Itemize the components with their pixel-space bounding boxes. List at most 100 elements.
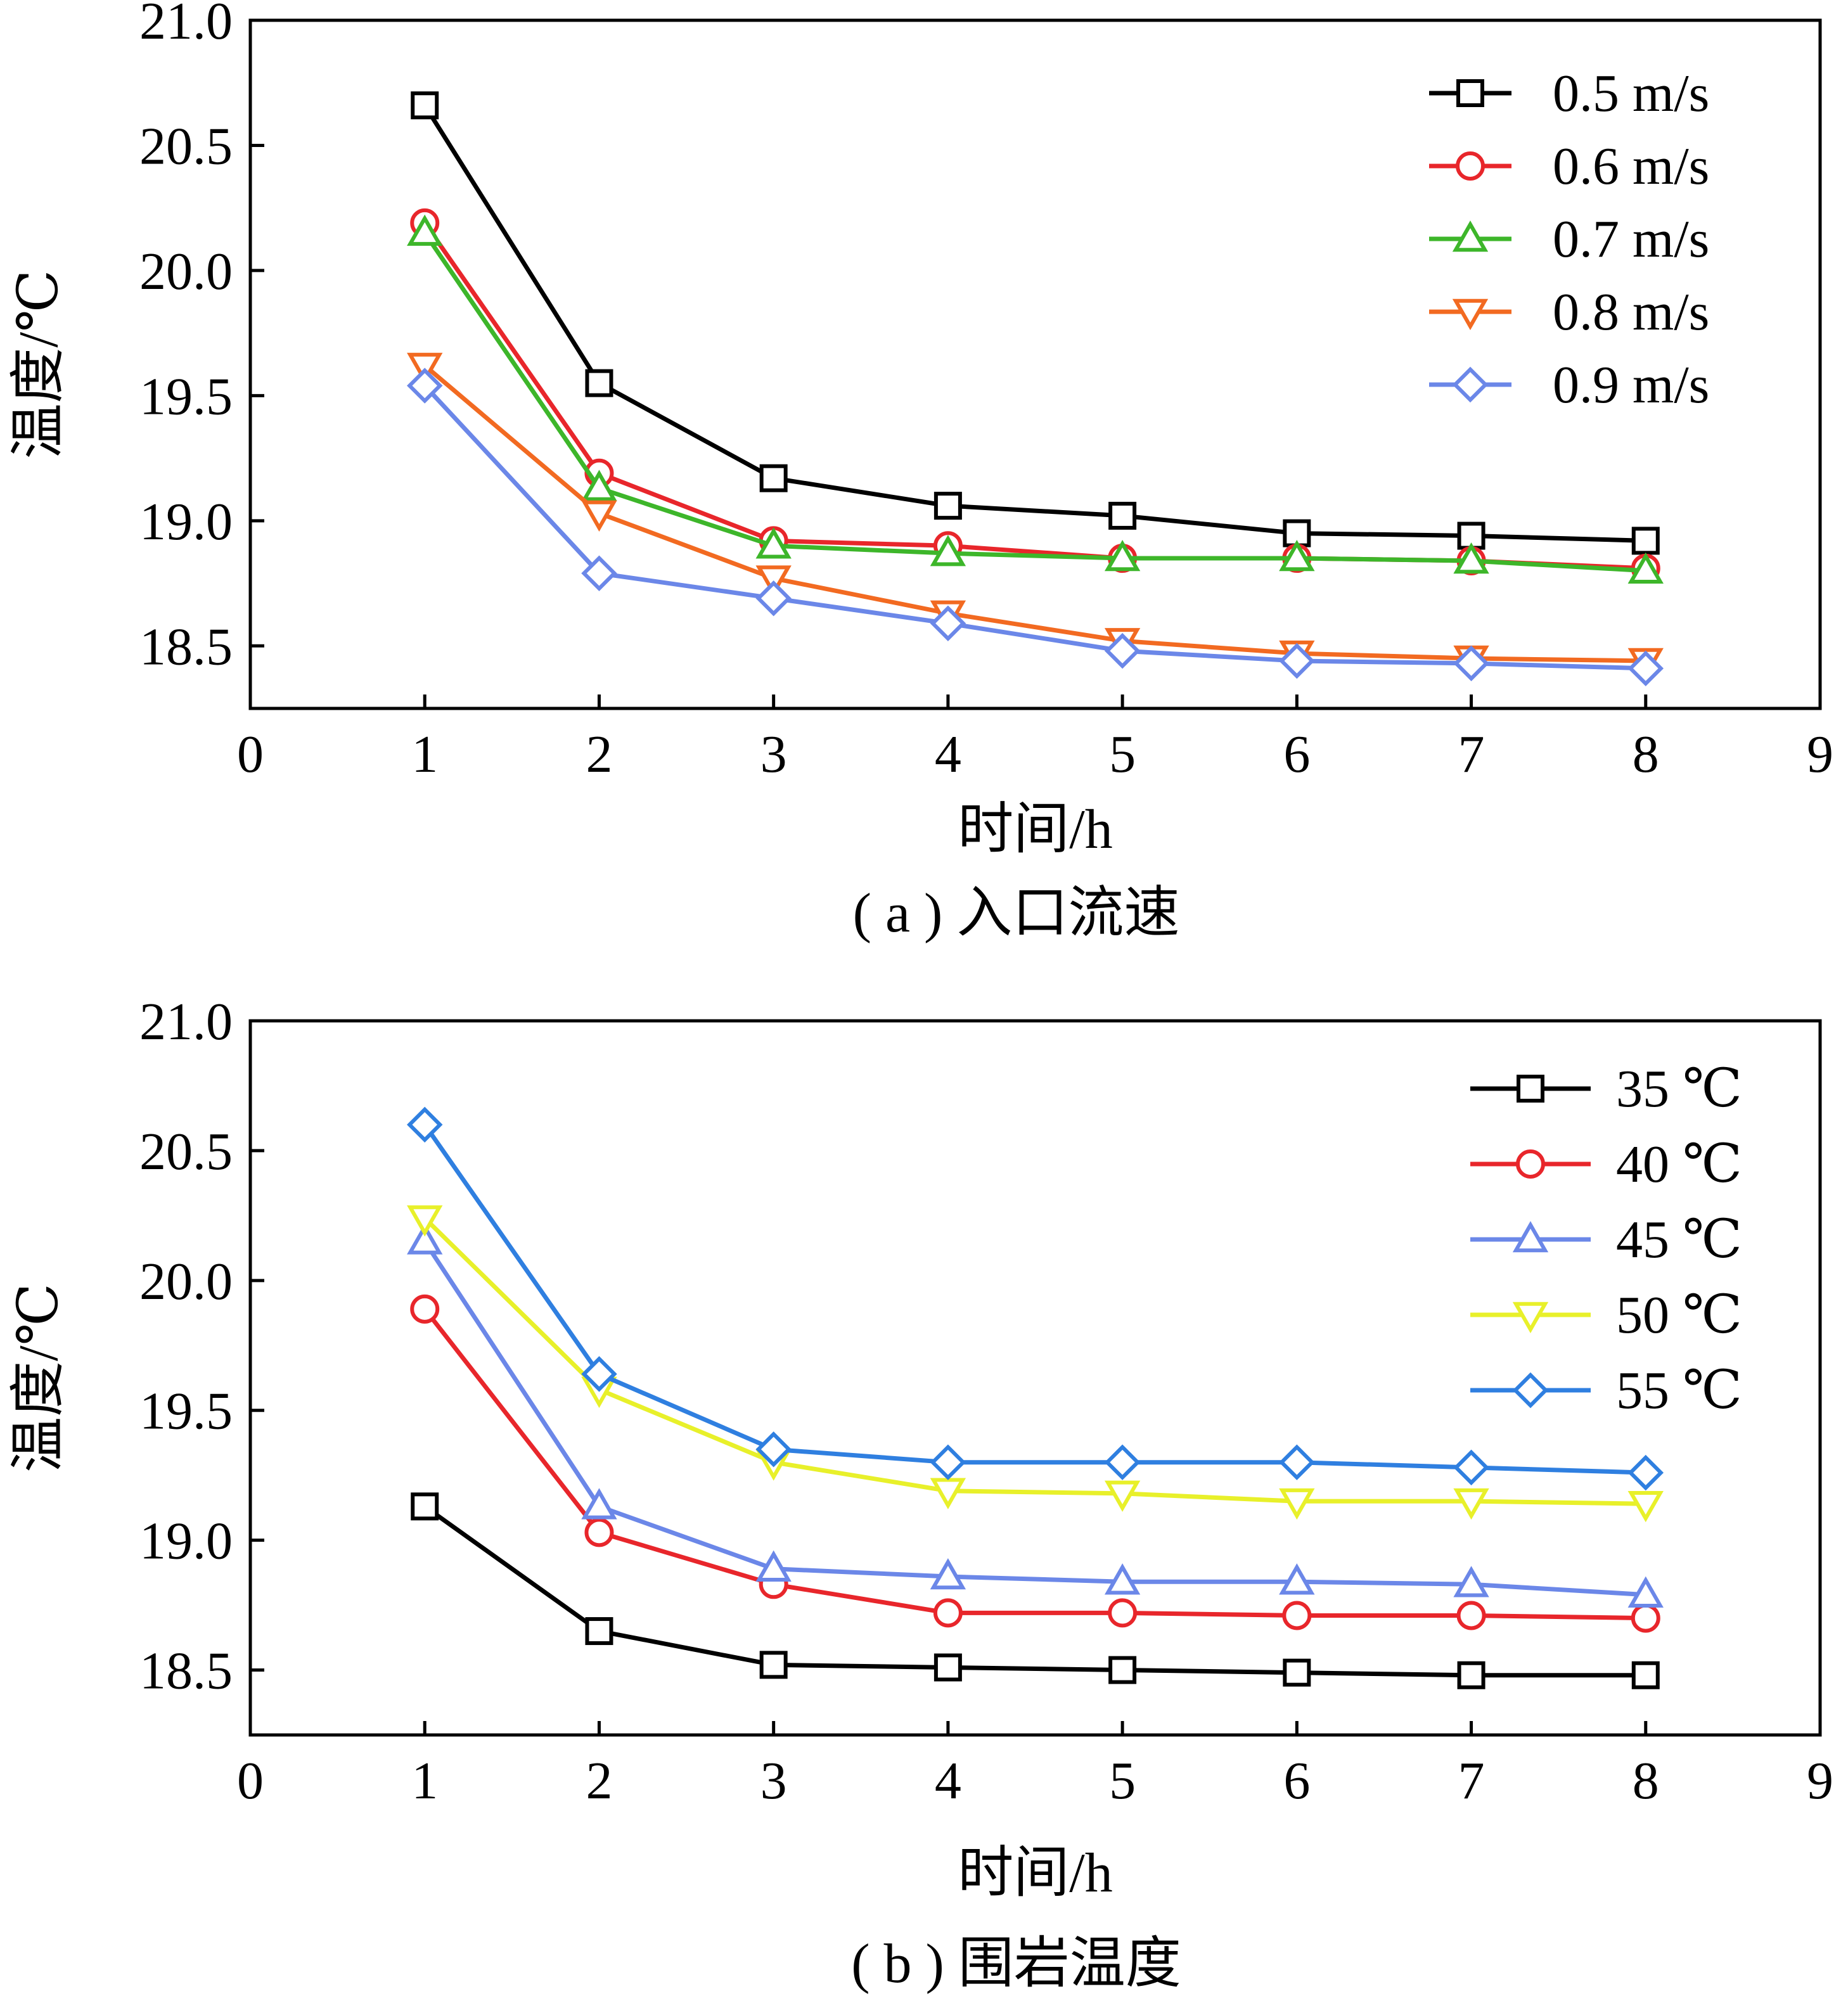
data-point xyxy=(1279,643,1315,679)
y-tick-label: 19.0 xyxy=(139,1512,233,1571)
y-tick-label: 18.5 xyxy=(139,1642,233,1701)
series-line xyxy=(423,104,1646,543)
y-tick-label: 18.5 xyxy=(139,617,233,676)
data-point xyxy=(1104,1480,1141,1512)
data-point xyxy=(1108,1656,1137,1684)
data-point xyxy=(759,1651,788,1679)
legend: 0.5 m/s 0.6 m/s 0.7 m/s 0.8 m/s 0.9 m/s xyxy=(1429,64,1709,414)
data-point xyxy=(1456,1601,1486,1630)
data-point xyxy=(581,470,617,501)
legend-label: 35 ℃ xyxy=(1616,1059,1742,1118)
data-point xyxy=(581,555,617,591)
legend-marker xyxy=(1452,366,1489,403)
legend-item: 0.6 m/s xyxy=(1429,137,1709,196)
data-point xyxy=(1279,1488,1315,1520)
series-line xyxy=(423,1216,1646,1506)
data-point xyxy=(1104,540,1141,572)
y-axis-title: 温度/℃ xyxy=(8,270,70,459)
y-tick-label: 20.0 xyxy=(139,1252,233,1311)
data-point xyxy=(1453,1566,1489,1597)
series-3 xyxy=(407,1223,1664,1608)
data-point xyxy=(1631,527,1660,555)
legend-label: 0.6 m/s xyxy=(1553,137,1709,196)
legend-label: 0.7 m/s xyxy=(1553,210,1709,269)
data-point xyxy=(1453,1449,1489,1486)
y-tick-label: 19.0 xyxy=(139,492,233,551)
x-tick-label: 5 xyxy=(1109,1751,1136,1810)
legend-marker xyxy=(1452,220,1489,252)
legend-item: 0.9 m/s xyxy=(1429,355,1709,414)
y-tick-label: 20.5 xyxy=(139,117,233,176)
data-point xyxy=(407,1205,443,1237)
data-point xyxy=(1104,1563,1141,1595)
x-axis-title: 时间/h xyxy=(958,1843,1112,1904)
x-tick-label: 6 xyxy=(1283,1751,1310,1810)
data-point xyxy=(759,464,788,492)
series-line xyxy=(423,1240,1646,1597)
legend-label: 0.5 m/s xyxy=(1553,64,1709,123)
y-tick-label: 20.0 xyxy=(139,242,233,301)
data-point xyxy=(407,214,443,246)
data-point xyxy=(1104,1444,1141,1480)
x-tick-label: 0 xyxy=(237,1751,264,1810)
legend-item: 0.8 m/s xyxy=(1429,283,1709,342)
x-tick-label: 5 xyxy=(1109,725,1136,784)
data-point xyxy=(1627,650,1664,687)
x-tick-label: 2 xyxy=(586,725,612,784)
chart-surrounding-rock-temperature: 0 1 2 3 4 5 6 7 8 9 18.5 19.0 19.5 20.0 20.5 21.0 时间/h 温度… xyxy=(8,992,1833,1995)
x-tick-label: 3 xyxy=(760,725,787,784)
data-point xyxy=(410,1294,440,1324)
data-point xyxy=(581,1488,617,1520)
data-point xyxy=(755,527,792,559)
x-tick-label: 8 xyxy=(1633,725,1659,784)
x-tick-label: 1 xyxy=(411,725,438,784)
data-point xyxy=(581,500,617,532)
data-point xyxy=(585,1617,613,1646)
legend-marker xyxy=(1517,1075,1544,1103)
x-tick-label: 0 xyxy=(237,725,264,784)
y-tick-label: 21.0 xyxy=(139,0,233,51)
legend-item: 0.7 m/s xyxy=(1429,210,1709,269)
legend-label: 0.9 m/s xyxy=(1553,355,1709,414)
legend-item: 0.5 m/s xyxy=(1429,64,1709,123)
data-point xyxy=(1104,632,1141,669)
x-tick-label: 6 xyxy=(1283,725,1310,784)
x-tick-label: 7 xyxy=(1458,725,1485,784)
data-point xyxy=(1457,522,1485,550)
x-tick-label: 4 xyxy=(935,1751,961,1810)
x-tick-label: 1 xyxy=(411,1751,438,1810)
data-point xyxy=(755,580,792,617)
legend-marker xyxy=(1452,298,1489,331)
data-point xyxy=(581,1356,617,1392)
chart-inlet-velocity: 0 1 2 3 4 5 6 7 8 9 18.5 19.0 19.5 20.0 20.5 21.0 时间/h 温度… xyxy=(8,0,1833,944)
data-point xyxy=(1453,542,1489,574)
data-point xyxy=(411,1492,439,1521)
data-point xyxy=(930,605,966,641)
data-point xyxy=(1627,1454,1664,1491)
data-point xyxy=(1282,1601,1312,1630)
legend-marker xyxy=(1456,151,1485,181)
x-tick-label: 8 xyxy=(1633,1751,1659,1810)
data-point xyxy=(1627,1576,1664,1608)
x-tick-label: 9 xyxy=(1807,725,1833,784)
y-axis-title: 温度/℃ xyxy=(8,1283,70,1473)
data-point xyxy=(1453,645,1489,682)
data-point xyxy=(585,369,613,397)
data-point xyxy=(1108,501,1137,530)
legend: 35 ℃ 40 ℃ 45 ℃ 50 ℃ 55 ℃ xyxy=(1470,1059,1742,1420)
legend-marker xyxy=(1512,1220,1549,1253)
data-point xyxy=(933,1598,963,1628)
data-point xyxy=(1457,1661,1485,1689)
data-point xyxy=(1627,552,1664,584)
data-point xyxy=(407,1223,443,1255)
x-axis-title: 时间/h xyxy=(958,799,1112,861)
series-5 xyxy=(406,1106,1664,1491)
x-tick-label: 4 xyxy=(935,725,961,784)
legend-item: 40 ℃ xyxy=(1470,1135,1742,1194)
data-point xyxy=(930,1444,966,1480)
y-tick-label: 21.0 xyxy=(139,992,233,1051)
legend-marker xyxy=(1512,1372,1549,1409)
series-line xyxy=(423,1123,1646,1475)
data-point xyxy=(930,1558,966,1590)
